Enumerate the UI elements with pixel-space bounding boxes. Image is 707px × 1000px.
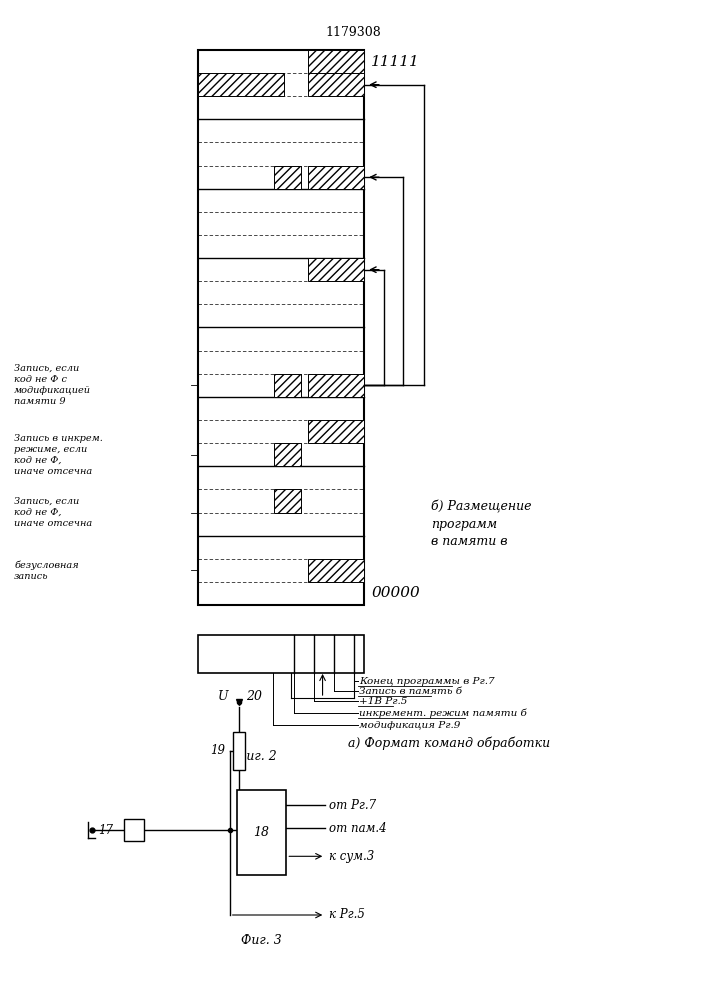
Bar <box>198 50 364 605</box>
Bar <box>124 819 144 841</box>
Text: от Рг.7: от Рг.7 <box>329 799 376 812</box>
Bar <box>308 258 364 281</box>
Text: 1179308: 1179308 <box>326 25 381 38</box>
Bar <box>237 790 286 875</box>
Text: 11111: 11111 <box>371 55 420 69</box>
Text: модификация Рг.9: модификация Рг.9 <box>359 720 460 730</box>
Text: U: U <box>218 690 228 704</box>
Text: от пам.4: от пам.4 <box>329 822 387 835</box>
Bar <box>274 374 301 397</box>
Text: к Рг.5: к Рг.5 <box>329 908 365 922</box>
Bar <box>198 635 364 673</box>
Text: Запись в память б: Запись в память б <box>359 686 462 696</box>
Text: безусловная
запись: безусловная запись <box>14 560 79 581</box>
Text: 17: 17 <box>98 824 113 836</box>
Text: Запись, если
код не Ф с
модификацией
памяти 9: Запись, если код не Ф с модификацией пам… <box>14 364 91 406</box>
Text: 00000: 00000 <box>371 586 420 600</box>
Bar <box>308 374 364 397</box>
Text: инкремент. режим памяти б: инкремент. режим памяти б <box>359 708 527 718</box>
Text: 20: 20 <box>246 690 262 704</box>
Bar <box>198 73 284 96</box>
Text: 19: 19 <box>210 744 225 758</box>
Text: Конец программы в Рг.7: Конец программы в Рг.7 <box>359 676 495 686</box>
Bar <box>308 50 364 73</box>
Text: 18: 18 <box>254 826 269 839</box>
Bar <box>274 166 301 189</box>
Bar <box>308 166 364 189</box>
Bar <box>274 443 301 466</box>
Text: Запись в инкрем.
режиме, если
код не Ф,
иначе отсечна: Запись в инкрем. режиме, если код не Ф, … <box>14 434 103 476</box>
Text: б) Размещение
программ
в памяти в: б) Размещение программ в памяти в <box>431 501 532 548</box>
Bar <box>274 489 301 512</box>
Text: Запись, если
код не Ф,
иначе отсечна: Запись, если код не Ф, иначе отсечна <box>14 497 93 528</box>
Text: к сум.3: к сум.3 <box>329 850 374 863</box>
Text: Фиг. 2: Фиг. 2 <box>235 750 276 764</box>
Text: Фиг. 3: Фиг. 3 <box>241 934 282 946</box>
Bar <box>308 559 364 582</box>
Text: а) Формат команд обработки: а) Формат команд обработки <box>348 736 550 750</box>
Bar <box>308 420 364 443</box>
Text: +1В Рг.5: +1В Рг.5 <box>359 696 407 706</box>
Bar <box>308 73 364 96</box>
Bar <box>233 732 245 770</box>
